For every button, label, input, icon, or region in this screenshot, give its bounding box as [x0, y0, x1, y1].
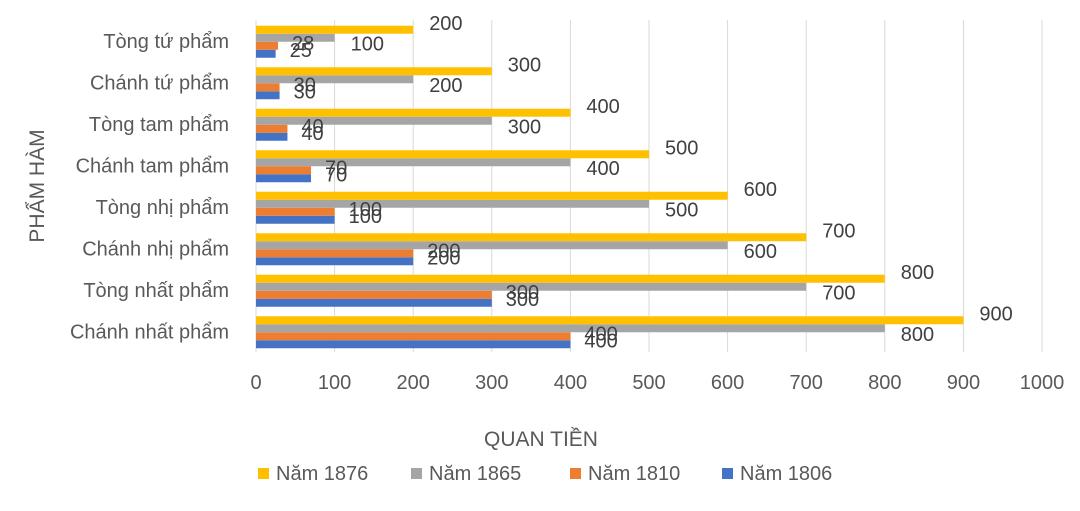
bar	[256, 249, 414, 258]
bar	[256, 166, 312, 175]
data-label: 25	[290, 40, 312, 62]
bar	[256, 241, 728, 250]
bar	[256, 332, 571, 341]
data-label: 70	[325, 157, 347, 179]
bar	[256, 49, 276, 58]
y-axis-title: PHẨM HÀM	[26, 129, 49, 242]
legend-entry: Năm 1876	[276, 463, 368, 485]
data-label: 800	[901, 262, 934, 284]
x-tick-label: 400	[554, 372, 587, 394]
bar	[256, 67, 492, 76]
data-label: 200	[429, 13, 462, 35]
data-labels: 9008004004008007003003007006002002006005…	[290, 13, 1013, 353]
data-label: 400	[584, 323, 617, 345]
bar	[256, 83, 280, 92]
bar	[256, 282, 807, 291]
y-category-label: Chánh tứ phẩm	[90, 72, 229, 94]
bar	[256, 207, 335, 216]
bar	[256, 174, 312, 183]
x-axis-ticks: 0 100 200 300 400 500 600 700 800 900 1000	[250, 372, 1064, 394]
legend: Năm 1876 Năm 1865 Năm 1810 Năm 1806	[258, 463, 832, 485]
x-tick-label: 500	[632, 372, 665, 394]
bar	[256, 233, 807, 242]
y-category-label: Tòng nhị phẩm	[96, 197, 229, 219]
data-label: 40	[301, 116, 323, 138]
bar	[256, 108, 571, 117]
data-label: 700	[822, 220, 855, 242]
bar	[256, 75, 414, 84]
bar	[256, 33, 335, 42]
legend-swatch	[570, 468, 581, 479]
legend-entry: Năm 1810	[588, 463, 680, 485]
data-label: 30	[294, 81, 316, 103]
bar	[256, 25, 414, 34]
x-tick-label: 1000	[1020, 372, 1065, 394]
bar	[256, 340, 571, 349]
y-axis-categories: Chánh nhất phẩm Tòng nhất phẩm Chánh nhị p…	[70, 31, 229, 344]
bar	[256, 158, 571, 167]
y-category-label: Tòng tứ phẩm	[103, 31, 229, 53]
data-label: 200	[427, 240, 460, 262]
x-tick-label: 100	[318, 372, 351, 394]
x-axis-title: QUAN TIỀN	[484, 428, 598, 451]
x-tick-label: 600	[711, 372, 744, 394]
data-label: 700	[822, 283, 855, 305]
bar	[256, 199, 649, 208]
data-label: 400	[586, 158, 619, 180]
data-label: 600	[744, 179, 777, 201]
legend-swatch	[411, 468, 422, 479]
legend-entry: Năm 1806	[740, 463, 832, 485]
bar	[256, 215, 335, 224]
bar	[256, 191, 728, 200]
x-tick-label: 700	[790, 372, 823, 394]
bar	[256, 124, 288, 133]
data-label: 30	[294, 74, 316, 96]
y-category-label: Chánh tam phẩm	[76, 155, 229, 177]
y-category-label: Tòng nhất phẩm	[83, 280, 229, 302]
bar-marks	[256, 25, 964, 349]
data-label: 100	[349, 199, 382, 221]
data-label: 400	[584, 330, 617, 352]
x-tick-label: 300	[475, 372, 508, 394]
x-tick-label: 200	[397, 372, 430, 394]
bar	[256, 91, 280, 100]
x-tick-label: 0	[250, 372, 261, 394]
data-label: 400	[586, 96, 619, 118]
x-tick-label: 800	[868, 372, 901, 394]
legend-entry: Năm 1865	[429, 463, 521, 485]
bar	[256, 324, 885, 333]
x-tick-label: 900	[947, 372, 980, 394]
data-label: 800	[901, 324, 934, 346]
data-label: 300	[506, 289, 539, 311]
data-label: 300	[508, 117, 541, 139]
data-label: 200	[429, 75, 462, 97]
data-label: 100	[349, 206, 382, 228]
data-label: 40	[301, 123, 323, 145]
bar	[256, 316, 964, 325]
bar	[256, 290, 492, 299]
data-label: 500	[665, 200, 698, 222]
bar	[256, 116, 492, 125]
y-category-label: Chánh nhị phẩm	[82, 238, 229, 260]
bar	[256, 150, 649, 159]
data-label: 300	[508, 54, 541, 76]
data-label: 200	[427, 247, 460, 269]
y-category-label: Chánh nhất phẩm	[70, 321, 229, 343]
bar	[256, 41, 279, 50]
data-label: 300	[506, 282, 539, 304]
data-label: 100	[351, 34, 384, 56]
bar	[256, 298, 492, 307]
bar	[256, 257, 414, 266]
data-label: 70	[325, 164, 347, 186]
legend-swatch	[258, 468, 269, 479]
data-label: 900	[979, 303, 1012, 325]
legend-swatch	[722, 468, 733, 479]
data-label: 600	[744, 241, 777, 263]
y-category-label: Tòng tam phẩm	[89, 114, 229, 136]
bar	[256, 274, 885, 283]
data-label: 500	[665, 137, 698, 159]
bar	[256, 132, 288, 141]
data-label: 28	[292, 33, 314, 55]
